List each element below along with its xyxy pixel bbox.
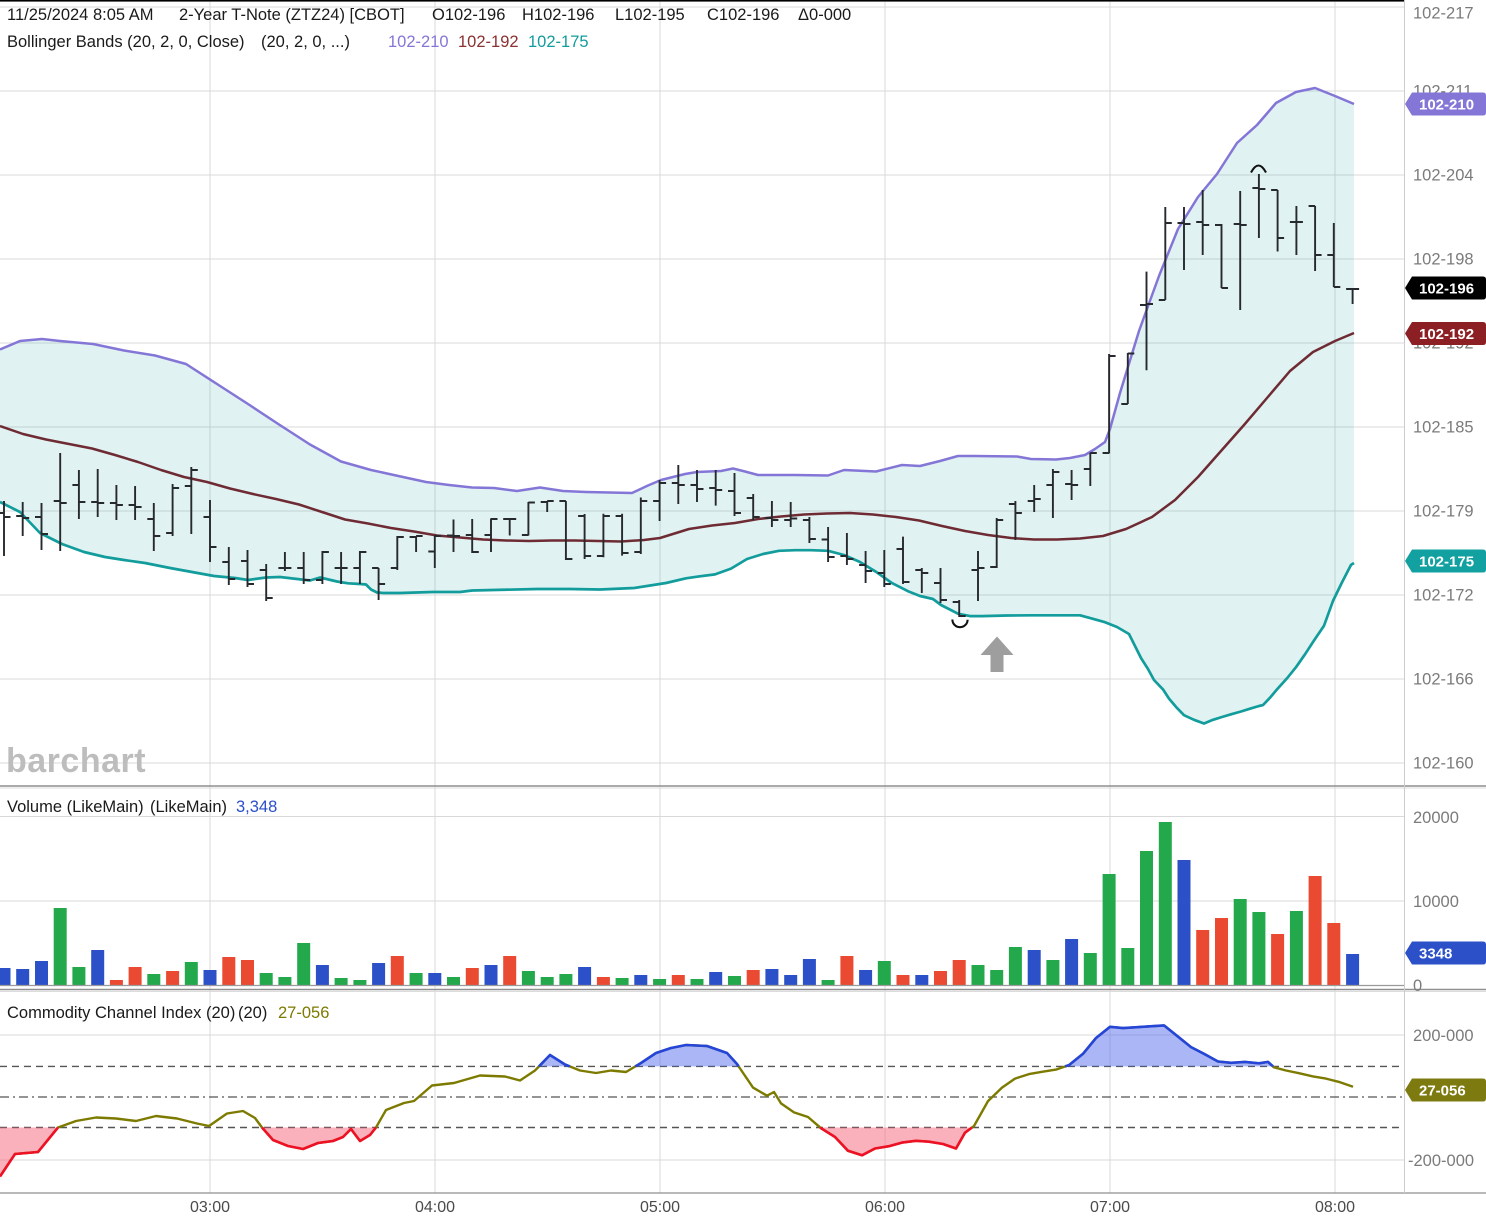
- svg-text:102-192: 102-192: [1419, 326, 1474, 343]
- svg-text:05:00: 05:00: [640, 1199, 680, 1216]
- svg-text:3348: 3348: [1419, 946, 1452, 963]
- svg-text:20000: 20000: [1413, 809, 1459, 827]
- svg-text:04:00: 04:00: [415, 1199, 455, 1216]
- svg-text:102-175: 102-175: [1419, 554, 1474, 571]
- svg-text:102-210: 102-210: [1419, 97, 1474, 114]
- svg-text:barchart: barchart: [6, 742, 146, 780]
- svg-text:102-204: 102-204: [1413, 167, 1474, 185]
- svg-text:06:00: 06:00: [865, 1199, 905, 1216]
- svg-text:27-056: 27-056: [1419, 1083, 1466, 1100]
- svg-text:102-196: 102-196: [1419, 281, 1474, 298]
- svg-text:10000: 10000: [1413, 893, 1459, 911]
- svg-text:102-166: 102-166: [1413, 671, 1474, 689]
- svg-text:11/25/2024 8:05 AM2-Year T-Not: 11/25/2024 8:05 AM 2-Year T-Note (ZTZ24) …: [7, 6, 851, 24]
- svg-text:102-217: 102-217: [1413, 5, 1474, 23]
- svg-text:102-198: 102-198: [1413, 251, 1474, 269]
- svg-text:102-172: 102-172: [1413, 587, 1474, 605]
- svg-text:0: 0: [1413, 977, 1422, 995]
- svg-text:08:00: 08:00: [1315, 1199, 1355, 1216]
- svg-text:07:00: 07:00: [1090, 1199, 1130, 1216]
- svg-text:200-000: 200-000: [1413, 1027, 1474, 1045]
- svg-text:Volume (LikeMain)(LikeMain)3,3: Volume (LikeMain) (LikeMain) 3,348: [7, 798, 277, 816]
- svg-text:-200-000: -200-000: [1408, 1152, 1474, 1170]
- svg-text:102-160: 102-160: [1413, 755, 1474, 773]
- svg-text:Commodity Channel Index (20)(2: Commodity Channel Index (20) (20) 27-056: [7, 1004, 329, 1022]
- svg-text:102-185: 102-185: [1413, 419, 1474, 437]
- svg-text:102-179: 102-179: [1413, 503, 1474, 521]
- svg-text:03:00: 03:00: [190, 1199, 230, 1216]
- svg-text:Bollinger Bands (20, 2, 0, Clo: Bollinger Bands (20, 2, 0, Close) (20, 2,…: [7, 33, 589, 51]
